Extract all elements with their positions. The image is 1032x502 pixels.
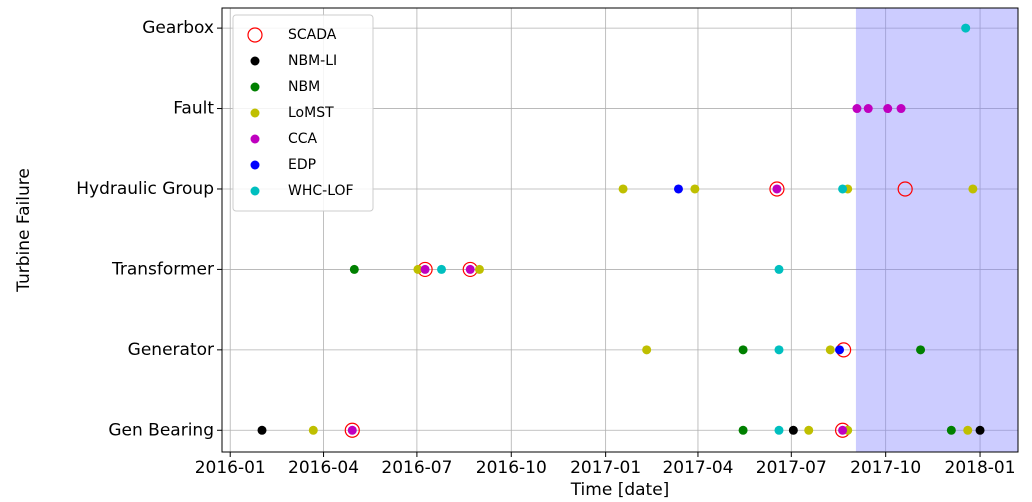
- point: [852, 104, 862, 114]
- y-tick-label: Gen Bearing: [108, 420, 214, 440]
- y-tick-label: Transformer: [111, 259, 214, 279]
- legend-label: WHC-LOF: [288, 183, 354, 199]
- x-axis-label: Time [date]: [570, 480, 670, 500]
- point: [825, 345, 835, 355]
- point: [838, 425, 848, 435]
- plot-frame: [221, 7, 1019, 453]
- point: [437, 264, 447, 274]
- point: [420, 264, 430, 274]
- point: [788, 425, 798, 435]
- legend-marker: [250, 82, 260, 92]
- point: [946, 425, 956, 435]
- point: [413, 264, 423, 274]
- point: [618, 184, 628, 194]
- point: [347, 425, 357, 435]
- legend-marker: [250, 56, 260, 66]
- point: [738, 425, 748, 435]
- point: [897, 181, 913, 197]
- point: [896, 104, 906, 114]
- x-tick-label: 2017-04: [662, 458, 733, 478]
- point: [968, 184, 978, 194]
- point: [774, 425, 784, 435]
- y-tick-label: Hydraulic Group: [76, 179, 214, 199]
- legend-label: LoMST: [288, 105, 334, 121]
- point: [673, 184, 683, 194]
- point: [975, 425, 985, 435]
- point: [774, 345, 784, 355]
- point: [308, 425, 318, 435]
- point: [963, 425, 973, 435]
- point: [804, 425, 814, 435]
- legend-label: NBM: [288, 79, 320, 95]
- legend-marker: [250, 108, 260, 118]
- y-tick-label: Fault: [173, 99, 214, 119]
- legend-marker: [250, 186, 260, 196]
- legend-marker: [247, 27, 263, 43]
- x-tick-label: 2017-07: [756, 458, 827, 478]
- point: [257, 425, 267, 435]
- legend-label: SCADA: [288, 27, 337, 43]
- point: [769, 181, 785, 197]
- legend: SCADA NBM-LI NBM LoMST CCA EDP WHC-LOF: [232, 14, 374, 212]
- point: [774, 264, 784, 274]
- point: [642, 345, 652, 355]
- legend-marker: [250, 160, 260, 170]
- y-tick-label: Generator: [128, 340, 214, 360]
- point: [772, 184, 782, 194]
- legend-box: [232, 14, 374, 212]
- legend-marker: [250, 134, 260, 144]
- legend-label: CCA: [288, 131, 318, 147]
- point: [883, 104, 893, 114]
- x-tick-label: 2016-01: [195, 458, 266, 478]
- y-tick-label: Gearbox: [142, 18, 214, 38]
- legend-label: NBM-LI: [288, 53, 337, 69]
- legend-label: EDP: [288, 157, 316, 173]
- point: [690, 184, 700, 194]
- x-tick-label: 2016-07: [381, 458, 452, 478]
- point: [961, 23, 971, 33]
- point: [465, 264, 475, 274]
- point: [474, 264, 484, 274]
- x-tick-label: 2017-10: [850, 458, 921, 478]
- point: [344, 422, 360, 438]
- x-tick-label: 2016-04: [288, 458, 359, 478]
- point: [349, 264, 359, 274]
- y-axis-label: Turbine Failure: [14, 168, 34, 293]
- point: [916, 345, 926, 355]
- point: [835, 345, 845, 355]
- shaded-span: [855, 8, 1018, 452]
- x-tick-label: 2018-01: [945, 458, 1016, 478]
- point: [738, 345, 748, 355]
- x-tick-label: 2016-10: [476, 458, 547, 478]
- point: [838, 184, 848, 194]
- x-tick-label: 2017-01: [570, 458, 641, 478]
- point: [863, 104, 873, 114]
